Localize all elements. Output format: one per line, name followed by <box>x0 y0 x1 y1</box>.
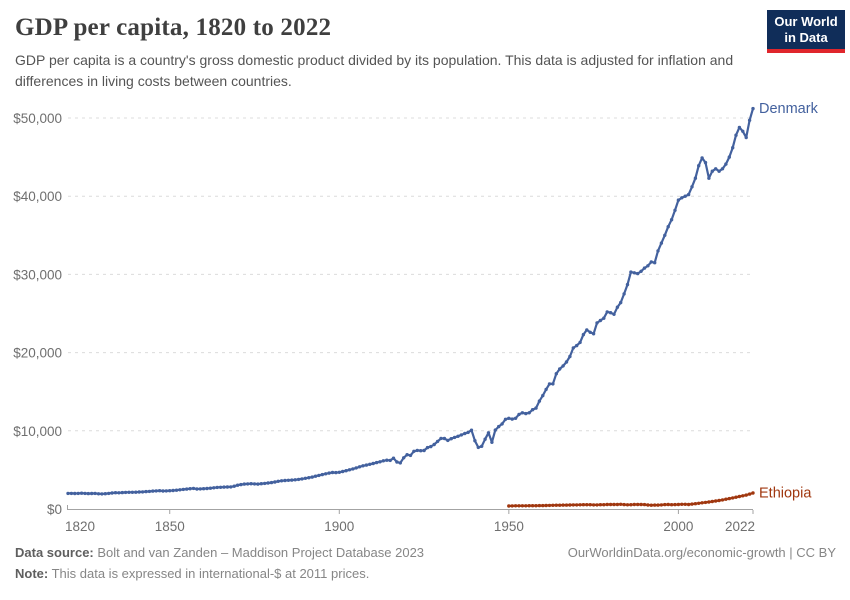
owid-logo[interactable]: Our World in Data <box>767 10 845 53</box>
footer-note: Note: This data is expressed in internat… <box>15 566 369 581</box>
data-source-text: Bolt and van Zanden – Maddison Project D… <box>93 545 425 560</box>
x-tick-label: 1820 <box>65 519 95 534</box>
data-source-label: Data source: <box>15 545 94 560</box>
y-tick-label: $50,000 <box>13 111 62 126</box>
denmark-series-label[interactable]: Denmark <box>759 101 819 117</box>
y-tick-label: $40,000 <box>13 189 62 204</box>
denmark-line-series[interactable] <box>68 108 755 495</box>
owid-logo-line2: in Data <box>784 30 828 45</box>
x-tick-label: 2022 <box>725 519 755 534</box>
x-tick-label: 1950 <box>494 519 524 534</box>
owid-logo-line1: Our World <box>774 14 838 29</box>
chart-subtitle: GDP per capita is a country's gross dome… <box>15 52 734 89</box>
ethiopia-markers <box>507 491 755 508</box>
footer-data-source: Data source: Bolt and van Zanden – Maddi… <box>15 545 424 560</box>
footer-attribution[interactable]: OurWorldinData.org/economic-growth | CC … <box>567 545 836 560</box>
ethiopia-series-label[interactable]: Ethiopia <box>759 486 812 502</box>
denmark-markers <box>66 106 755 496</box>
x-tick-label: 1850 <box>155 519 185 534</box>
y-tick-label: $20,000 <box>13 346 62 361</box>
y-tick-label: $30,000 <box>13 267 62 282</box>
chart-title: GDP per capita, 1820 to 2022 <box>15 14 332 41</box>
note-label: Note: <box>15 566 49 581</box>
x-tick-label: 1900 <box>324 519 354 534</box>
y-tick-label: $0 <box>47 502 62 517</box>
y-tick-label: $10,000 <box>13 424 62 439</box>
x-tick-label: 2000 <box>663 519 693 534</box>
note-text: This data is expressed in international-… <box>48 566 370 581</box>
